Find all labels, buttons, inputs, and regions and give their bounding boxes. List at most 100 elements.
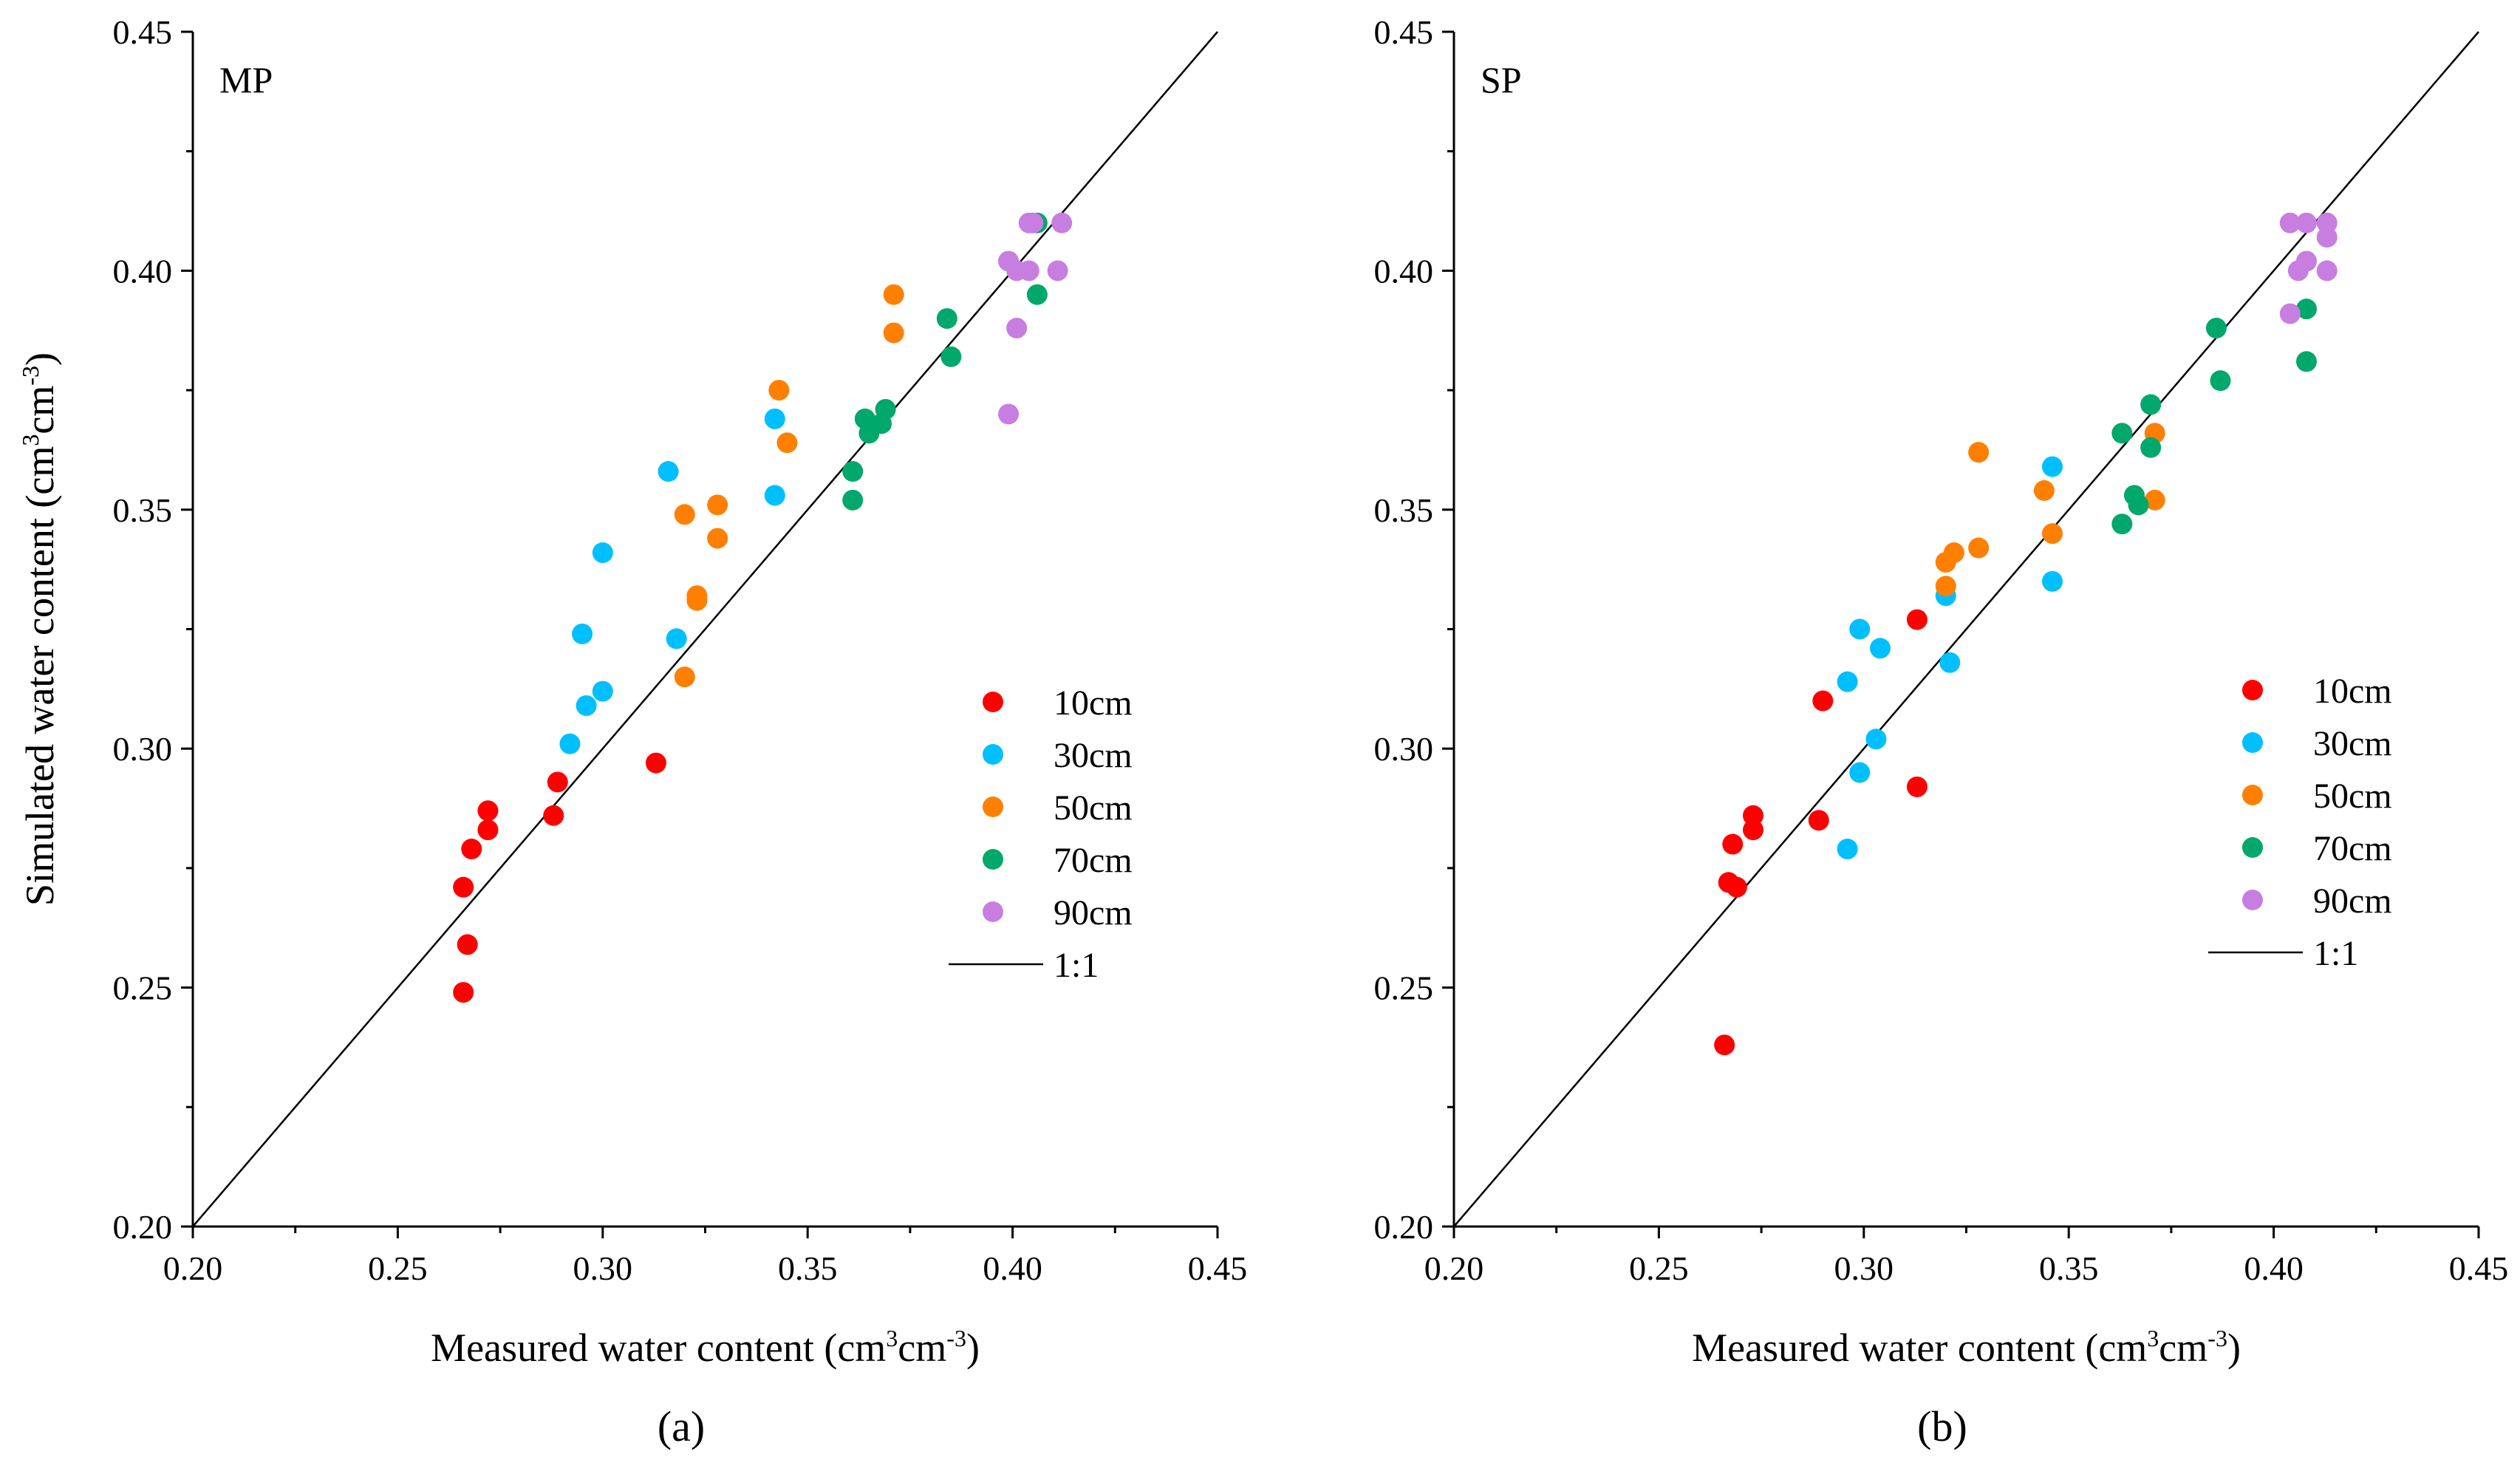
data-point-10cm <box>1722 833 1744 855</box>
x-axis-title-mid: cm <box>2159 1326 2207 1370</box>
data-point-50cm <box>1968 537 1990 559</box>
x-axis-title-sup2: -3 <box>946 1325 966 1351</box>
legend-label-1to1: 1:1 <box>1054 946 1099 985</box>
data-point-10cm <box>1726 876 1747 898</box>
data-point-30cm <box>1865 729 1887 750</box>
data-point-70cm <box>940 346 962 367</box>
data-point-10cm <box>1906 776 1927 797</box>
data-point-50cm <box>674 666 695 688</box>
x-tick-label: 0.40 <box>2244 1249 2304 1287</box>
legend-label-10cm: 10cm <box>1054 683 1133 723</box>
data-point-50cm <box>707 494 728 516</box>
data-point-30cm <box>1849 618 1871 640</box>
data-point-70cm <box>842 461 864 482</box>
y-axis-title-main: Simulated water content (cm <box>18 446 62 906</box>
data-point-70cm <box>2140 437 2162 458</box>
x-axis-title-sup2: -3 <box>2207 1325 2227 1351</box>
y-tick-label: 0.40 <box>113 252 173 290</box>
data-point-70cm <box>2295 351 2317 372</box>
legend-label-70cm: 70cm <box>1054 841 1133 880</box>
data-point-10cm <box>1808 810 1829 831</box>
y-axis-title: Simulated water content (cm3cm-3) <box>17 352 62 906</box>
data-point-70cm <box>2295 299 2317 320</box>
y-axis-title-main: Simulated water content (cm <box>18 446 62 906</box>
data-point-30cm <box>2042 570 2063 592</box>
panel-caption: (b) <box>1917 1402 1967 1450</box>
data-point-90cm <box>2295 212 2317 233</box>
legend-marker-30cm <box>2242 732 2263 753</box>
y-tick-label: 0.45 <box>1374 13 1434 51</box>
x-tick-label: 0.25 <box>1629 1249 1689 1287</box>
y-axis-title-end: ) <box>18 352 62 366</box>
x-axis-title-sup1: 3 <box>2147 1325 2159 1351</box>
data-point-30cm <box>2042 456 2063 477</box>
legend-label-30cm: 30cm <box>2313 724 2392 763</box>
data-point-10cm <box>1714 1034 1735 1056</box>
data-point-50cm <box>883 322 904 344</box>
data-point-90cm <box>1051 212 1073 233</box>
data-point-70cm <box>2205 318 2227 339</box>
x-tick-label: 0.35 <box>778 1249 838 1287</box>
data-point-70cm <box>875 398 896 420</box>
data-point-10cm <box>477 800 499 822</box>
legend-label-1to1: 1:1 <box>2313 934 2358 973</box>
x-tick-label: 0.40 <box>983 1249 1042 1287</box>
data-point-50cm <box>2042 523 2063 545</box>
panel-sp: 0.200.200.250.250.300.300.350.350.400.40… <box>17 13 2508 1450</box>
data-point-50cm <box>674 504 695 525</box>
data-point-10cm <box>543 805 564 826</box>
data-point-30cm <box>764 485 785 506</box>
reference-line-1to1 <box>1453 31 2479 1227</box>
x-axis-title-end: ) <box>2227 1326 2241 1370</box>
data-point-10cm <box>1906 609 1927 630</box>
data-point-50cm <box>1943 542 1964 564</box>
x-axis-title-end: ) <box>966 1326 980 1370</box>
legend-marker-70cm <box>983 849 1003 870</box>
data-point-10cm <box>645 752 666 774</box>
legend-marker-10cm <box>983 692 1003 712</box>
data-point-70cm <box>2111 423 2133 444</box>
data-point-70cm <box>2210 370 2231 392</box>
x-axis-title-sup1: 3 <box>886 1325 898 1351</box>
data-point-30cm <box>666 628 687 649</box>
data-point-90cm <box>1006 318 1028 339</box>
data-point-50cm <box>2144 489 2165 511</box>
data-point-30cm <box>1837 839 1858 860</box>
x-tick-label: 0.45 <box>2449 1249 2509 1287</box>
x-tick-label: 0.20 <box>1424 1249 1484 1287</box>
x-tick-label: 0.20 <box>163 1249 223 1287</box>
y-tick-label: 0.20 <box>113 1208 173 1246</box>
data-point-50cm <box>707 528 728 549</box>
legend-label-30cm: 30cm <box>1054 736 1133 775</box>
data-point-30cm <box>1939 652 1961 673</box>
y-tick-label: 0.30 <box>113 730 173 768</box>
data-point-90cm <box>998 403 1020 425</box>
data-point-10cm <box>547 771 568 793</box>
y-tick-label: 0.20 <box>1374 1208 1434 1246</box>
y-tick-label: 0.25 <box>1374 969 1434 1007</box>
legend-marker-70cm <box>2242 837 2263 858</box>
data-point-90cm <box>2316 227 2338 248</box>
data-point-30cm <box>559 733 581 754</box>
data-point-90cm <box>1018 260 1039 282</box>
panel-caption: (a) <box>658 1402 705 1450</box>
y-tick-label: 0.30 <box>1374 730 1434 768</box>
data-point-10cm <box>453 876 474 898</box>
y-axis-title-sup2: -3 <box>17 366 44 386</box>
data-point-50cm <box>883 284 904 305</box>
data-point-30cm <box>592 680 613 702</box>
x-tick-label: 0.30 <box>573 1249 633 1287</box>
data-point-10cm <box>461 839 482 860</box>
legend-label-50cm: 50cm <box>2313 777 2392 816</box>
data-point-90cm <box>1022 212 1044 233</box>
data-point-50cm <box>768 380 790 401</box>
data-point-90cm <box>1047 260 1068 282</box>
y-axis-title-sup2: -3 <box>17 366 44 386</box>
legend-marker-50cm <box>983 797 1003 817</box>
data-point-30cm <box>764 408 785 429</box>
data-point-10cm <box>477 819 499 841</box>
data-point-10cm <box>453 982 474 1003</box>
data-point-70cm <box>1026 284 1048 305</box>
data-point-70cm <box>2111 514 2133 535</box>
